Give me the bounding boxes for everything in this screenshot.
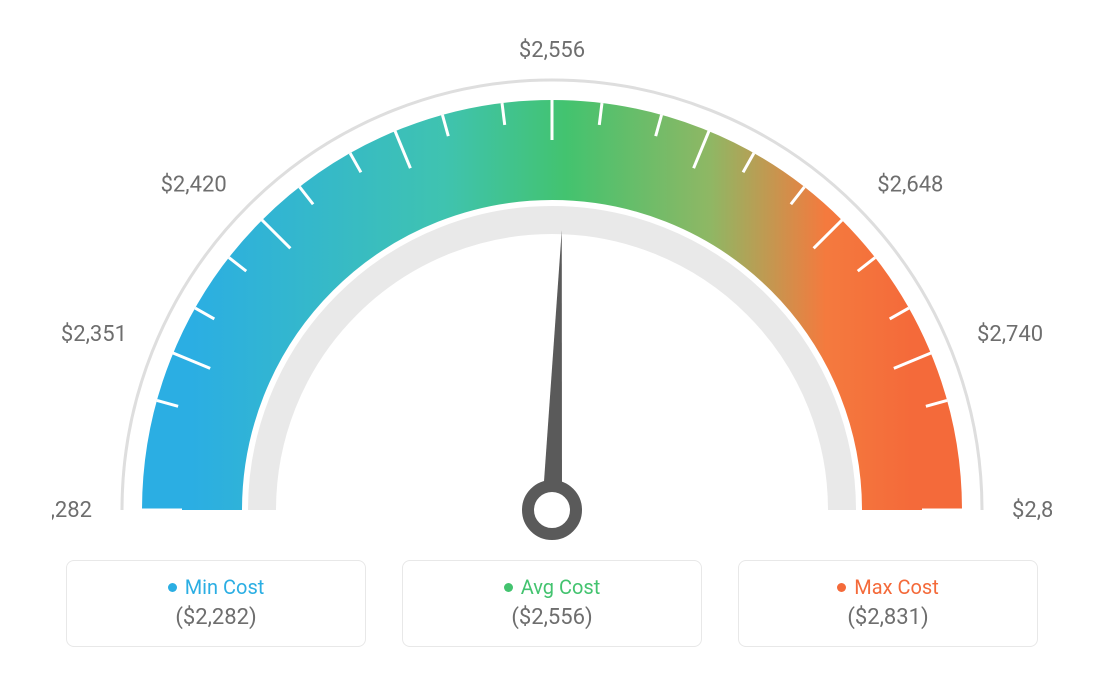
tick-label: $2,420	[161, 173, 227, 198]
legend-dot-avg	[504, 583, 513, 592]
legend-title-text-avg: Avg Cost	[521, 575, 601, 599]
legend-row: Min Cost ($2,282) Avg Cost ($2,556) Max Cost…	[66, 560, 1038, 647]
legend-title-min: Min Cost	[67, 575, 365, 599]
gauge-chart: $2,282 $2,351 $2,420 $2,556 $2,648 $2,740 $2,8…	[52, 10, 1052, 550]
legend-title-text-min: Min Cost	[185, 575, 265, 599]
tick-label: $2,556	[519, 38, 585, 63]
tick-label: $2,831	[1012, 498, 1052, 523]
gauge-needle	[542, 230, 562, 510]
legend-box-max: Max Cost ($2,831)	[738, 560, 1038, 647]
tick-label: $2,648	[877, 173, 943, 198]
gauge-svg: $2,282 $2,351 $2,420 $2,556 $2,648 $2,740 $2,8…	[52, 10, 1052, 550]
legend-box-min: Min Cost ($2,282)	[66, 560, 366, 647]
legend-title-max: Max Cost	[739, 575, 1037, 599]
legend-dot-max	[837, 583, 846, 592]
legend-title-text-max: Max Cost	[854, 575, 939, 599]
tick-label: $2,282	[52, 498, 92, 523]
legend-value-max: ($2,831)	[739, 605, 1037, 630]
legend-value-avg: ($2,556)	[403, 605, 701, 630]
tick-label: $2,740	[977, 322, 1043, 347]
legend-box-avg: Avg Cost ($2,556)	[402, 560, 702, 647]
legend-dot-min	[168, 583, 177, 592]
tick-label: $2,351	[61, 322, 127, 347]
gauge-needle-hub	[528, 486, 576, 534]
legend-value-min: ($2,282)	[67, 605, 365, 630]
legend-title-avg: Avg Cost	[403, 575, 701, 599]
